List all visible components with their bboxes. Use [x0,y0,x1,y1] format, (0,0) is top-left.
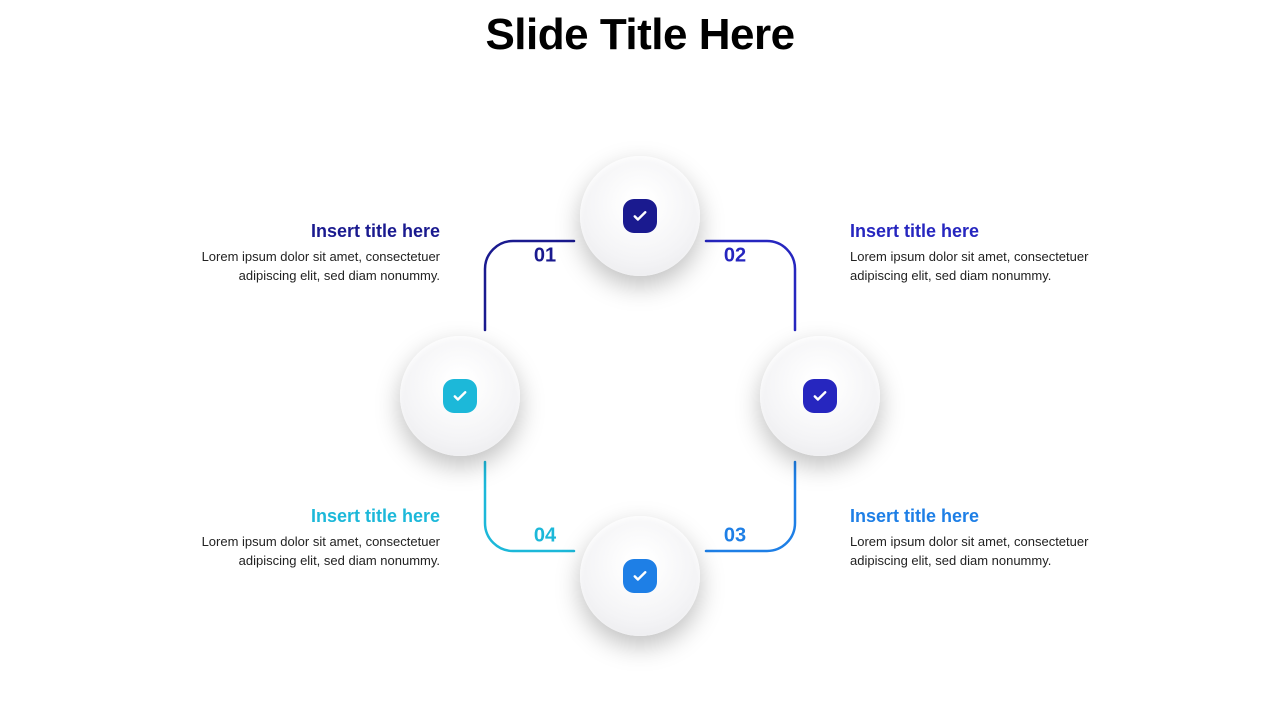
node-number-bottom: 03 [724,525,746,548]
text-block-desc: Lorem ipsum dolor sit amet, consectetuer… [180,533,440,571]
node-number-left: 04 [534,525,556,548]
node-top [580,156,700,276]
node-bottom [580,516,700,636]
text-block-right: Insert title here Lorem ipsum dolor sit a… [850,221,1110,286]
text-block-title: Insert title here [850,506,1110,527]
text-block-left: Insert title here Lorem ipsum dolor sit a… [180,506,440,571]
node-left [400,336,520,456]
check-icon [623,559,657,593]
check-icon [443,379,477,413]
node-right [760,336,880,456]
text-block-top: Insert title here Lorem ipsum dolor sit a… [180,221,440,286]
check-icon [623,199,657,233]
node-number-top: 01 [534,245,556,268]
text-block-desc: Lorem ipsum dolor sit amet, consectetuer… [180,248,440,286]
slide-title: Slide Title Here [0,10,1280,60]
text-block-title: Insert title here [850,221,1110,242]
text-block-desc: Lorem ipsum dolor sit amet, consectetuer… [850,533,1110,571]
text-block-desc: Lorem ipsum dolor sit amet, consectetuer… [850,248,1110,286]
text-block-title: Insert title here [180,506,440,527]
node-number-right: 02 [724,245,746,268]
slide: Slide Title Here 01 02 03 04 Insert title he… [0,0,1280,720]
text-block-title: Insert title here [180,221,440,242]
text-block-bottom: Insert title here Lorem ipsum dolor sit a… [850,506,1110,571]
check-icon [803,379,837,413]
